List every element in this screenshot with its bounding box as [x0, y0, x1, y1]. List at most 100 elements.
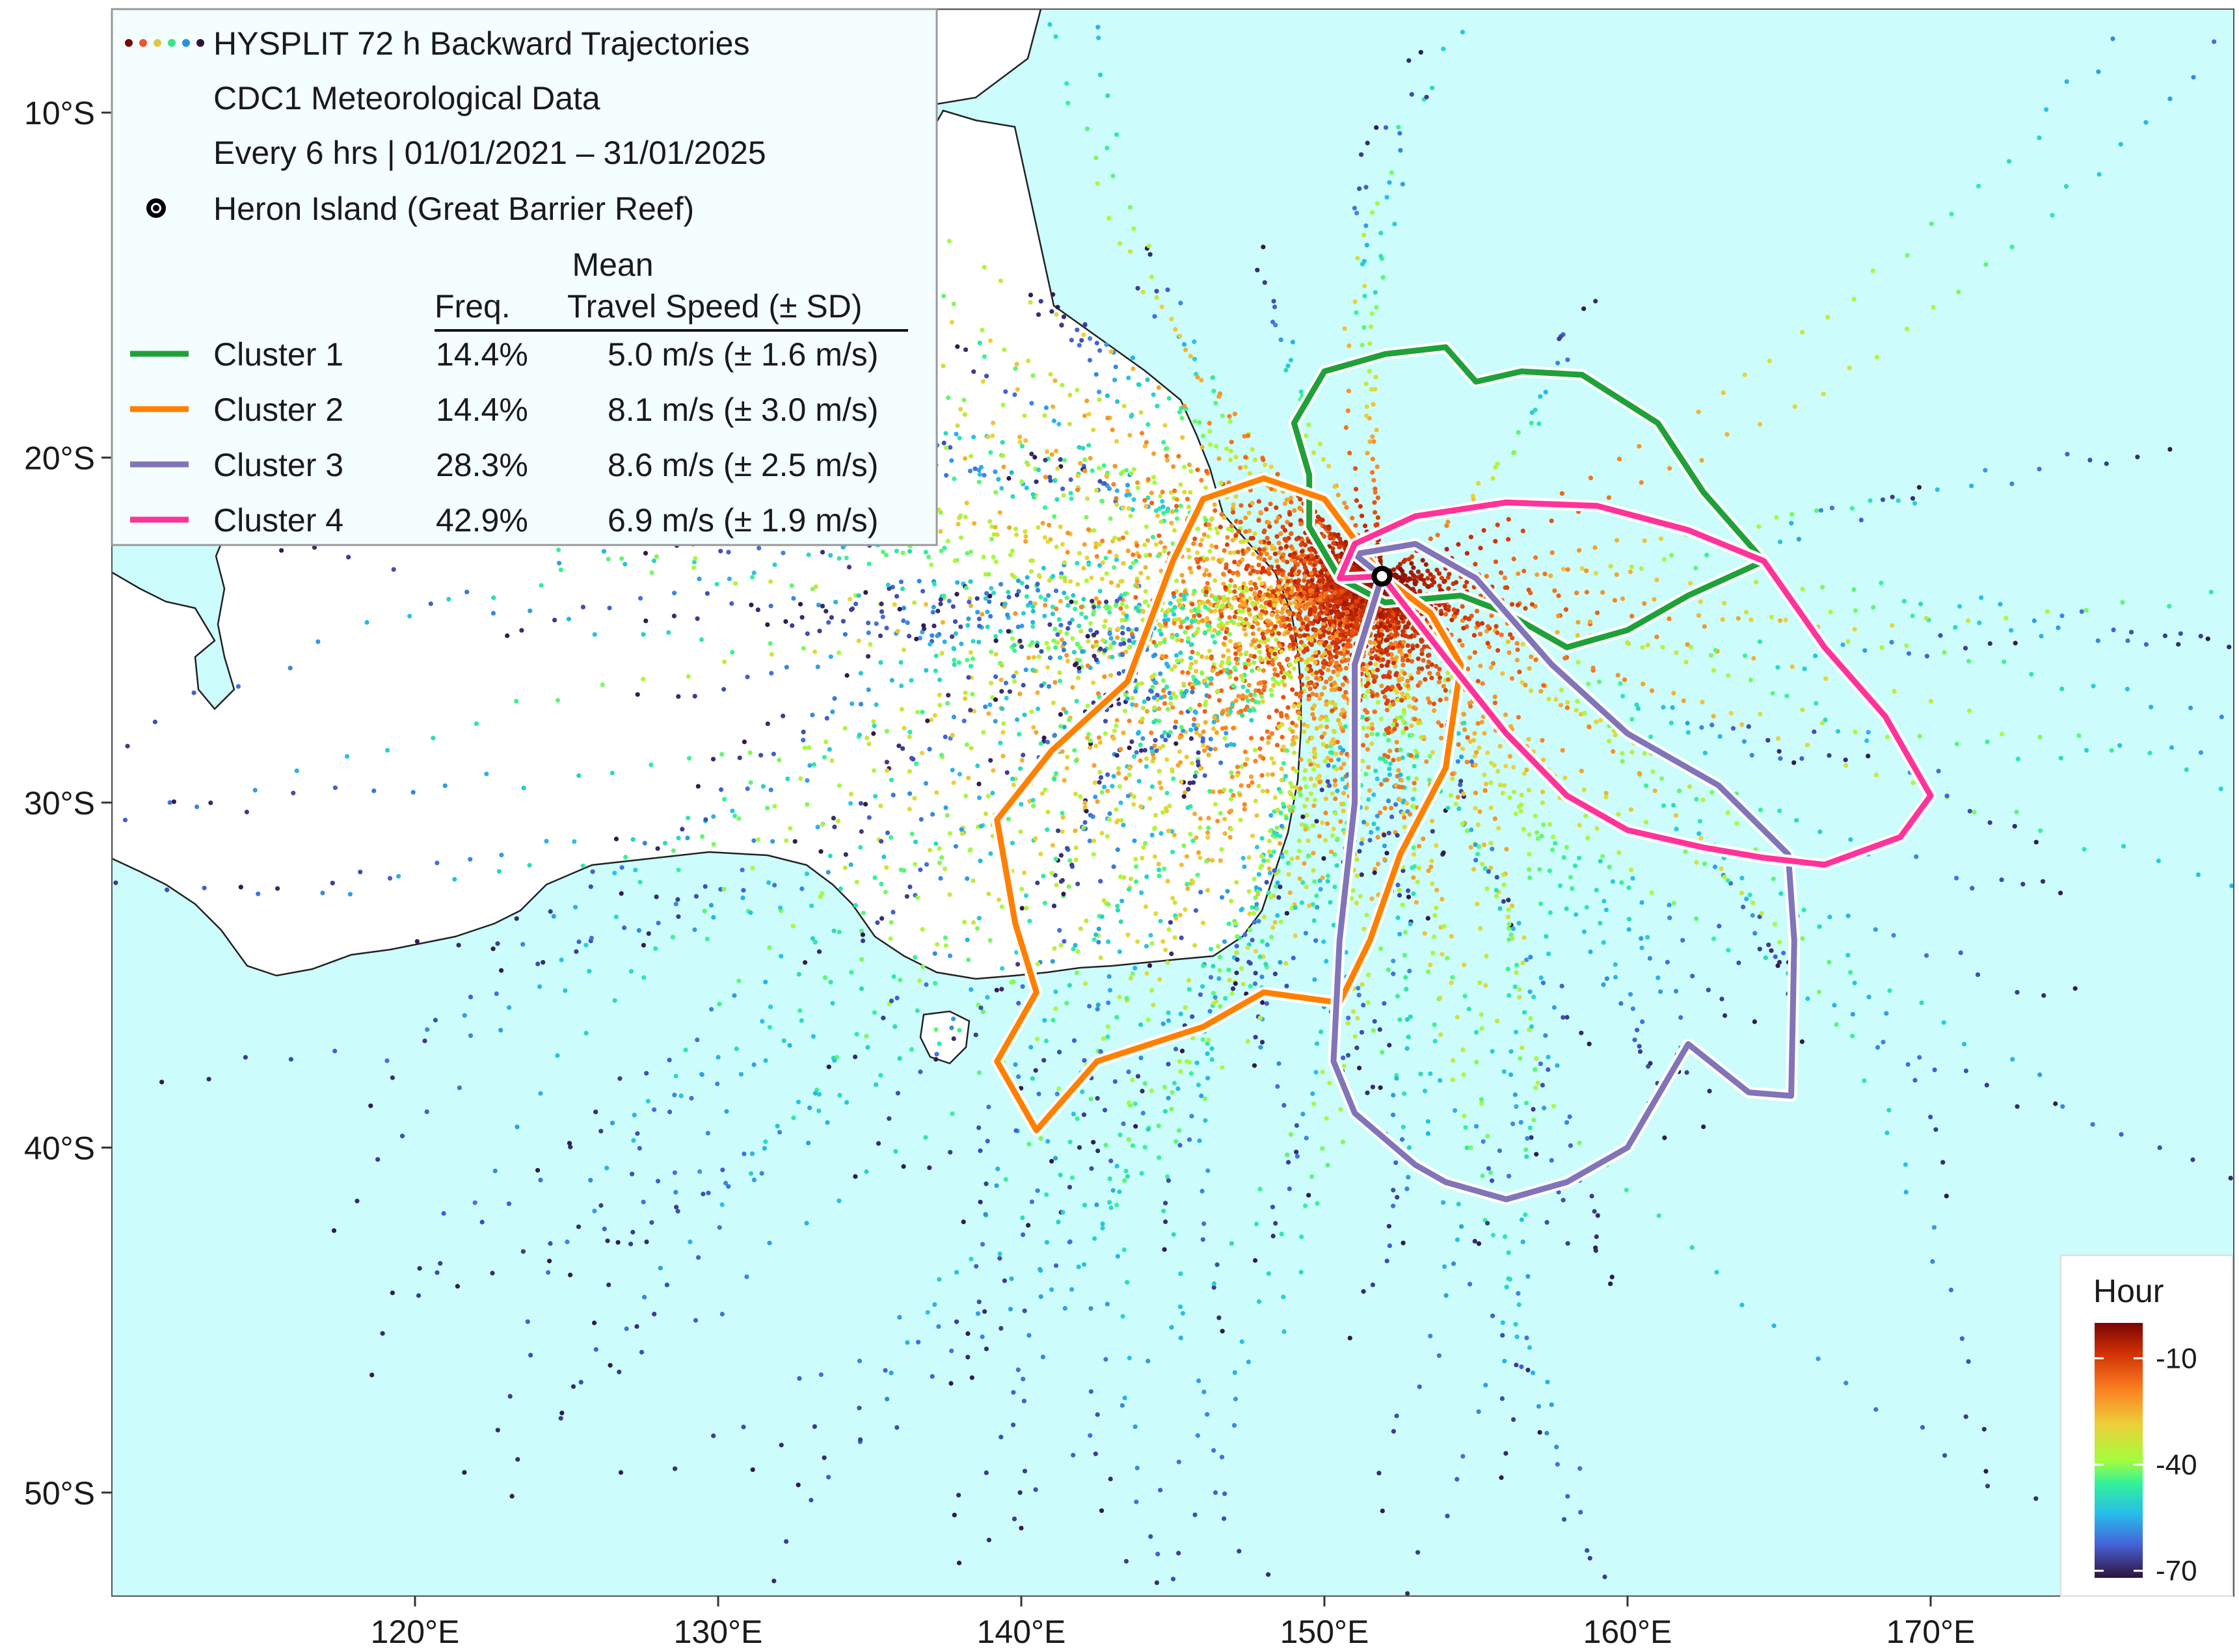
trajectory-point [1126, 506, 1131, 511]
trajectory-point [1201, 600, 1207, 606]
trajectory-point [938, 875, 943, 881]
trajectory-point [938, 597, 943, 602]
trajectory-point [2119, 1132, 2124, 1137]
trajectory-point [1097, 589, 1103, 594]
trajectory-point [1374, 201, 1380, 206]
trajectory-point [1173, 326, 1178, 332]
trajectory-point [332, 785, 338, 790]
trajectory-point [1052, 873, 1058, 878]
trajectory-point [868, 642, 873, 647]
trajectory-point [1936, 769, 1941, 774]
trajectory-point [1685, 642, 1690, 647]
trajectory-point [703, 817, 708, 822]
trajectory-point [1508, 632, 1513, 637]
trajectory-point [1931, 1225, 1937, 1230]
trajectory-point [1078, 794, 1083, 799]
trajectory-point [1593, 299, 1598, 304]
trajectory-point [1228, 796, 1233, 801]
trajectory-point [1719, 866, 1724, 872]
trajectory-point [1026, 1223, 1031, 1228]
trajectory-point [1388, 761, 1393, 766]
trajectory-point [1297, 876, 1302, 881]
trajectory-point [907, 549, 913, 554]
trajectory-point [1871, 605, 1876, 610]
trajectory-point [1144, 874, 1149, 879]
trajectory-point [1097, 542, 1103, 547]
trajectory-point [1250, 600, 1255, 606]
trajectory-point [1366, 797, 1371, 802]
trajectory-point [1533, 813, 1538, 819]
trajectory-point [1114, 1203, 1120, 1208]
trajectory-point [1157, 867, 1162, 872]
trajectory-point [1222, 736, 1227, 741]
trajectory-point [1192, 943, 1198, 948]
trajectory-point [1434, 905, 1439, 911]
trajectory-point [1177, 913, 1183, 918]
trajectory-point [985, 624, 990, 630]
trajectory-point [1437, 675, 1443, 680]
trajectory-point [590, 869, 595, 874]
trajectory-point [1959, 1336, 1964, 1341]
trajectory-point [1529, 420, 1534, 426]
trajectory-point [1147, 252, 1153, 257]
trajectory-point [1406, 1145, 1412, 1151]
trajectory-point [1125, 548, 1131, 553]
trajectory-point [1093, 794, 1098, 799]
trajectory-point [1198, 992, 1203, 997]
trajectory-point [1016, 589, 1021, 594]
trajectory-point [1096, 940, 1101, 945]
trajectory-point [956, 1560, 962, 1565]
trajectory-point [1406, 894, 1412, 899]
trajectory-point [1352, 299, 1358, 304]
trajectory-point [1013, 1062, 1018, 1067]
trajectory-point [1509, 602, 1515, 607]
trajectory-point [1119, 818, 1124, 823]
trajectory-point [630, 837, 636, 842]
trajectory-point [1287, 596, 1292, 601]
trajectory-point [631, 1138, 636, 1143]
trajectory-point [1113, 364, 1118, 369]
trajectory-point [606, 557, 611, 562]
trajectory-point [1382, 833, 1387, 838]
trajectory-point [1102, 674, 1107, 679]
trajectory-point [1135, 939, 1140, 944]
trajectory-point [1514, 970, 1519, 975]
trajectory-point [1267, 714, 1272, 720]
trajectory-point [1527, 666, 1532, 671]
trajectory-point [1117, 994, 1122, 1000]
trajectory-point [592, 632, 597, 637]
trajectory-point [1500, 790, 1505, 796]
trajectory-point [1078, 460, 1083, 466]
trajectory-point [1064, 631, 1069, 636]
trajectory-point [909, 1046, 914, 1052]
trajectory-point [1363, 708, 1368, 713]
trajectory-point [1210, 633, 1215, 639]
trajectory-point [1366, 972, 1371, 978]
trajectory-point [1169, 667, 1174, 672]
trajectory-point [816, 949, 822, 954]
trajectory-point [1107, 549, 1112, 555]
trajectory-point [1019, 886, 1025, 892]
trajectory-point [1114, 496, 1119, 501]
trajectory-point [985, 1138, 990, 1144]
trajectory-point [667, 1110, 673, 1115]
trajectory-point [1243, 707, 1248, 712]
trajectory-point [1401, 719, 1406, 724]
trajectory-point [1323, 838, 1328, 843]
trajectory-point [1253, 758, 1258, 764]
trajectory-point [1195, 375, 1200, 380]
trajectory-point [1211, 991, 1216, 996]
trajectory-point [525, 1319, 530, 1324]
trajectory-point [1873, 927, 1878, 932]
trajectory-point [730, 650, 735, 655]
trajectory-point [1131, 226, 1136, 232]
trajectory-point [1730, 726, 1736, 731]
trajectory-point [1075, 487, 1080, 492]
trajectory-point [1391, 971, 1396, 976]
trajectory-point [1021, 1398, 1026, 1404]
trajectory-point [747, 750, 753, 755]
trajectory-point [1370, 457, 1375, 462]
trajectory-point [1153, 542, 1159, 547]
trajectory-point [999, 987, 1004, 992]
trajectory-point [923, 1135, 928, 1140]
